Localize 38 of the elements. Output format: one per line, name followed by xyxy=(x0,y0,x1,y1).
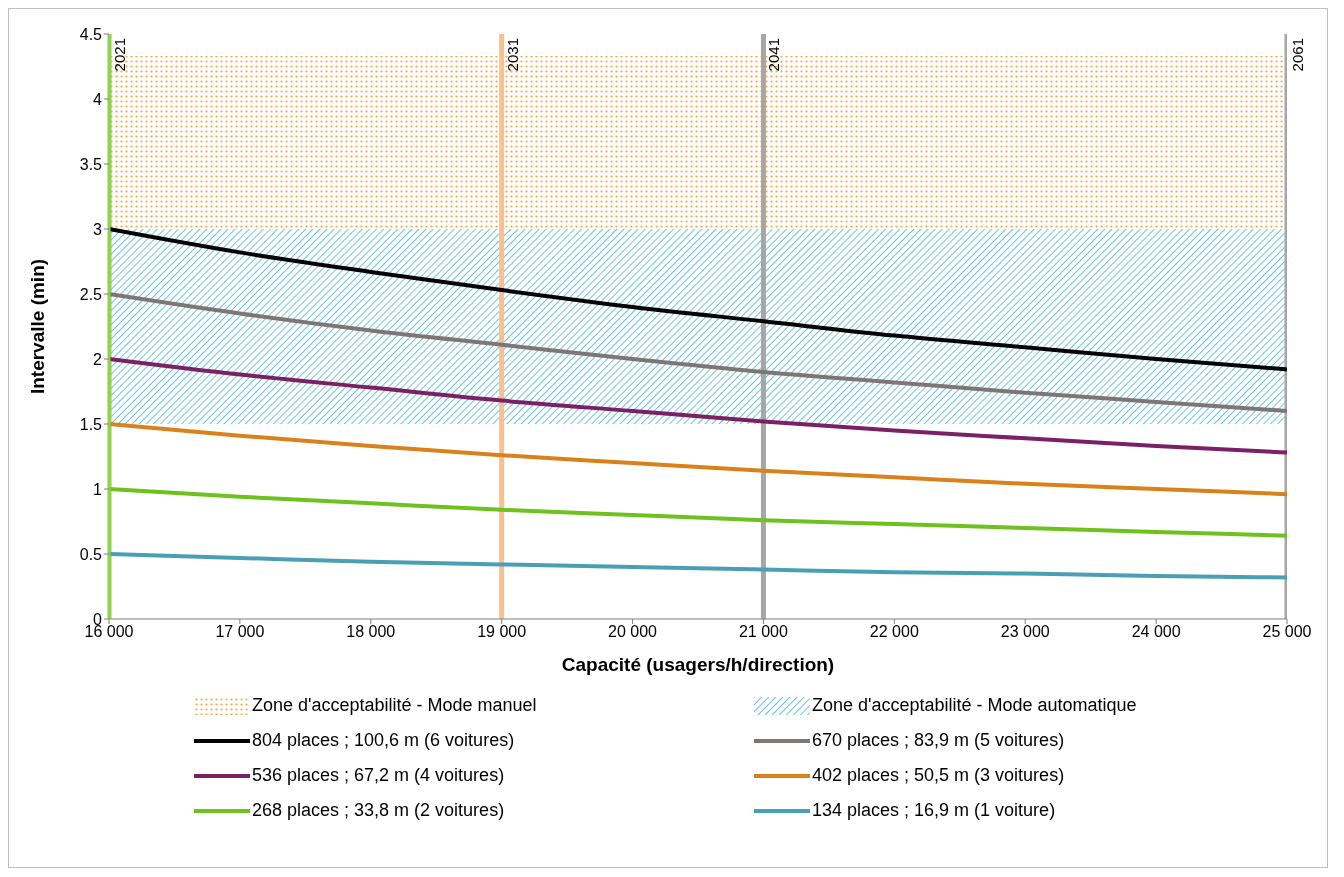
y-tick-label: 0.5 xyxy=(79,545,103,563)
x-tick-label: 23 000 xyxy=(1000,623,1050,641)
legend-label: 536 places ; 67,2 m (4 voitures) xyxy=(252,765,505,786)
y-tick-label: 1.5 xyxy=(79,415,103,433)
x-tick-label: 21 000 xyxy=(738,623,789,641)
y-axis-title: Intervalle (min) xyxy=(26,258,48,395)
y-tick-label: 3.5 xyxy=(79,155,103,173)
annotation: 2041 xyxy=(765,38,783,72)
annotation: 2031 xyxy=(503,38,521,72)
x-tick-label: 17 000 xyxy=(215,623,265,641)
x-tick-label: 18 000 xyxy=(346,623,396,641)
line-series xyxy=(109,552,1287,580)
y-tick-label: 4 xyxy=(93,90,103,108)
x-axis-title: Capacité (usagers/h/direction) xyxy=(561,654,835,675)
legend-label: 804 places ; 100,6 m (6 voitures) xyxy=(252,730,515,751)
line-series xyxy=(109,357,1287,455)
y-tick-label: 2 xyxy=(93,350,103,368)
annotation: 2021 xyxy=(111,38,128,72)
legend-label: Zone d'acceptabilité - Mode automatique xyxy=(812,695,1137,716)
legend-label: 134 places ; 16,9 m (1 voiture) xyxy=(812,800,1056,821)
x-tick-label: 22 000 xyxy=(869,623,919,641)
y-tick-label: 3 xyxy=(93,220,103,238)
y-tick-label: 2.5 xyxy=(79,285,103,303)
y-tick-label: 4.5 xyxy=(79,25,103,43)
line-series xyxy=(109,487,1287,538)
x-tick-label: 25 000 xyxy=(1262,623,1312,641)
x-tick-label: 20 000 xyxy=(608,623,658,641)
line-series xyxy=(109,227,1287,372)
legend-label: Zone d'acceptabilité - Mode manuel xyxy=(252,695,537,716)
line-series xyxy=(109,292,1287,413)
y-tick-label: 1 xyxy=(93,480,103,498)
legend-label: 670 places ; 83,9 m (5 voitures) xyxy=(812,730,1065,751)
legend-label: 402 places ; 50,5 m (3 voitures) xyxy=(812,765,1065,786)
legend-label: 268 places ; 33,8 m (2 voitures) xyxy=(252,800,505,821)
x-tick-label: 19 000 xyxy=(477,623,527,641)
annotation: 2061 xyxy=(1289,38,1306,72)
x-tick-label: 24 000 xyxy=(1131,623,1181,641)
line-series xyxy=(109,422,1287,497)
